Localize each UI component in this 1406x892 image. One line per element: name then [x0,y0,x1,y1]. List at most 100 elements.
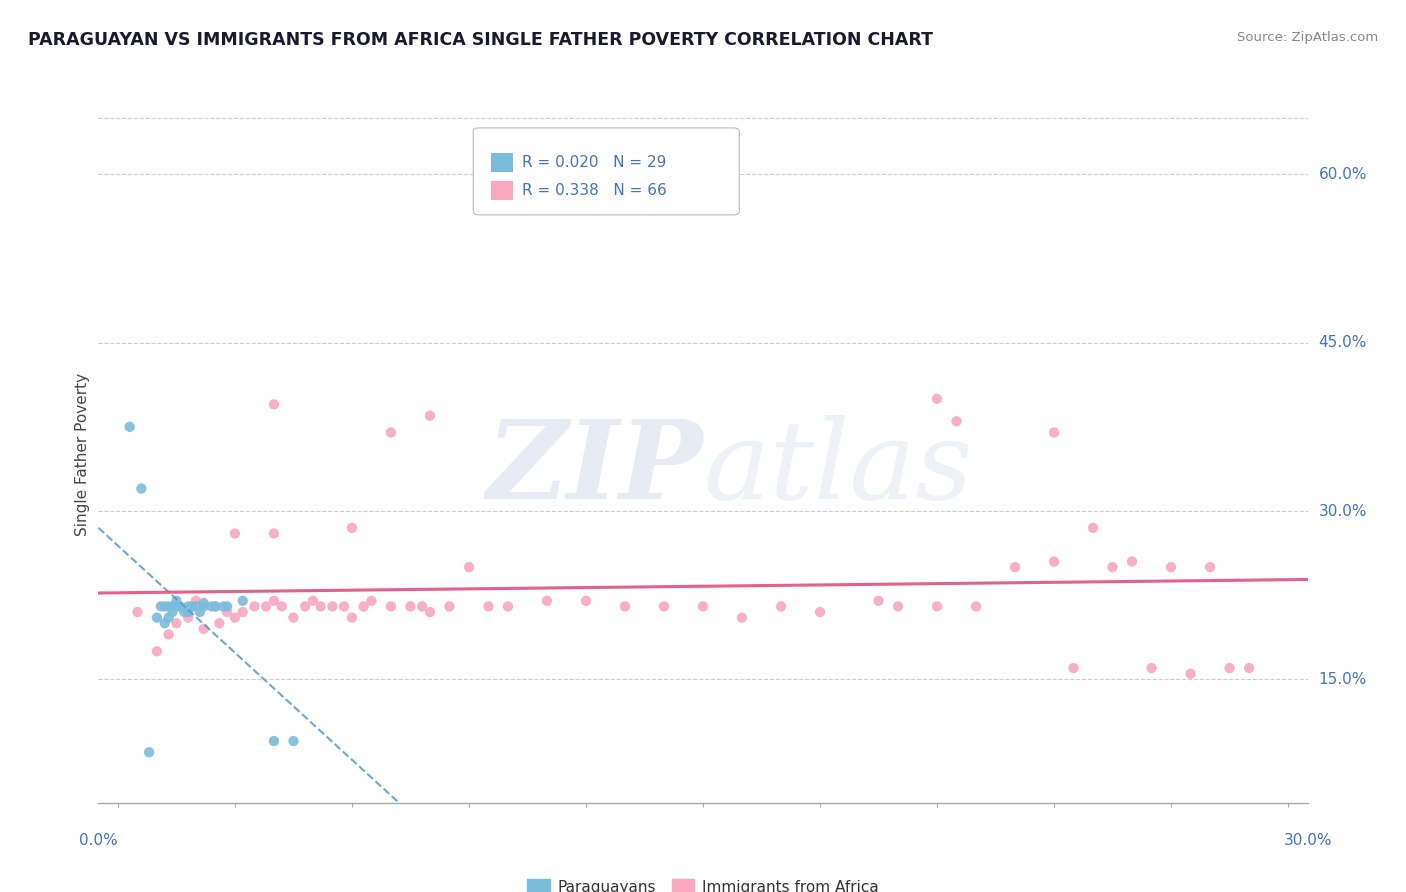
Point [193,622,215,636]
Point [294,599,316,614]
Point [1063,661,1085,675]
Point [263,594,285,608]
Point [224,526,246,541]
Point [353,599,375,614]
Point [263,734,285,748]
Point [270,599,292,614]
Point [458,560,481,574]
Point [184,594,207,608]
Point [232,605,254,619]
Point [177,599,200,614]
Point [283,610,305,624]
Point [146,644,169,658]
Point [614,599,637,614]
Point [945,414,967,428]
Point [162,605,184,619]
Point [232,594,254,608]
Point [536,594,558,608]
Point [1004,560,1026,574]
FancyBboxPatch shape [474,128,740,215]
Point [162,599,184,614]
Text: R = 0.338   N = 66: R = 0.338 N = 66 [522,183,666,198]
Point [165,599,187,614]
Point [496,599,519,614]
Point [243,599,266,614]
Point [118,420,141,434]
Point [131,482,153,496]
Text: PARAGUAYAN VS IMMIGRANTS FROM AFRICA SINGLE FATHER POVERTY CORRELATION CHART: PARAGUAYAN VS IMMIGRANTS FROM AFRICA SIN… [28,31,934,49]
Text: atlas: atlas [703,415,973,523]
Point [217,599,239,614]
Point [411,599,433,614]
Point [1237,661,1260,675]
Point [188,605,211,619]
Point [965,599,987,614]
Point [1121,555,1143,569]
Point [204,599,226,614]
Point [1160,560,1182,574]
Point [321,599,343,614]
Point [1081,521,1104,535]
Point [177,610,200,624]
Legend: Paraguayans, Immigrants from Africa: Paraguayans, Immigrants from Africa [522,873,884,892]
Point [419,409,441,423]
Point [360,594,382,608]
Point [181,599,204,614]
Text: 45.0%: 45.0% [1319,335,1367,351]
Point [868,594,890,608]
Text: R = 0.020   N = 29: R = 0.020 N = 29 [522,155,666,170]
Point [212,599,235,614]
Point [224,610,246,624]
Point [1101,560,1123,574]
Point [652,599,675,614]
Point [1043,555,1066,569]
Point [340,610,363,624]
Point [169,599,191,614]
Point [302,594,325,608]
Point [575,594,598,608]
FancyBboxPatch shape [492,153,513,172]
Point [769,599,792,614]
Point [283,734,305,748]
Text: 60.0%: 60.0% [1319,167,1367,182]
Point [177,605,200,619]
Point [153,599,176,614]
Point [439,599,461,614]
Point [157,599,180,614]
Text: 30.0%: 30.0% [1319,503,1367,518]
Point [340,521,363,535]
Point [1140,661,1163,675]
Text: Source: ZipAtlas.com: Source: ZipAtlas.com [1237,31,1378,45]
Text: 30.0%: 30.0% [1284,833,1331,848]
Point [731,610,754,624]
Text: 0.0%: 0.0% [79,833,118,848]
Point [157,610,180,624]
Text: ZIP: ZIP [486,415,703,523]
Point [138,745,160,759]
Point [419,605,441,619]
Point [1043,425,1066,440]
Point [149,599,172,614]
Point [808,605,831,619]
Point [925,392,948,406]
Point [692,599,714,614]
Point [309,599,332,614]
Point [263,526,285,541]
Point [165,594,187,608]
Point [184,599,207,614]
Point [193,599,215,614]
Point [217,605,239,619]
Point [153,616,176,631]
Point [204,599,226,614]
Text: 15.0%: 15.0% [1319,672,1367,687]
Point [193,596,215,610]
Point [263,397,285,411]
Point [1219,661,1241,675]
Point [165,616,187,631]
Point [399,599,422,614]
Point [127,605,149,619]
Point [1180,666,1202,681]
Point [333,599,356,614]
Point [157,627,180,641]
Y-axis label: Single Father Poverty: Single Father Poverty [75,374,90,536]
